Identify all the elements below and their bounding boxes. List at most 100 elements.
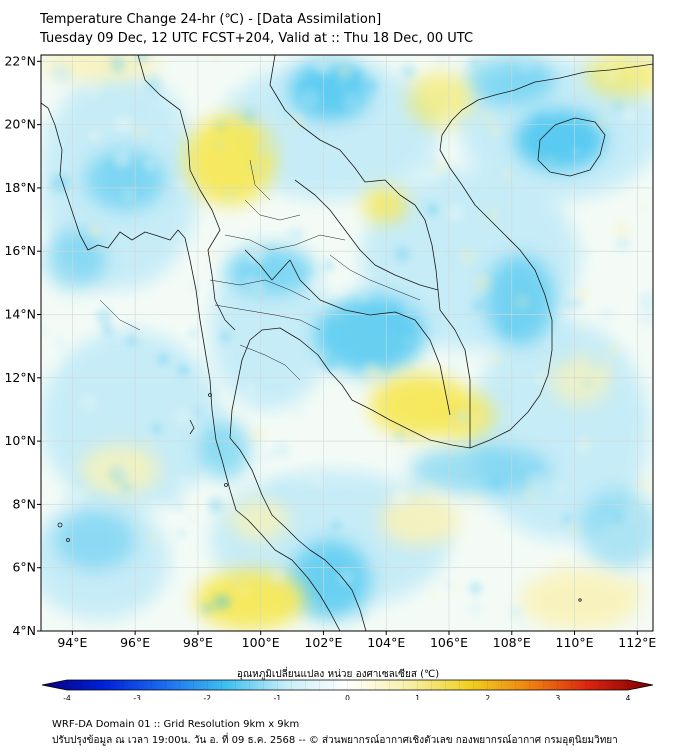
field-speckle	[426, 479, 435, 488]
field-speckle	[80, 393, 98, 412]
field-speckle	[244, 274, 259, 289]
field-speckle	[584, 378, 592, 386]
field-speckle	[489, 352, 503, 366]
field-speckle	[556, 337, 574, 355]
field-speckle	[420, 153, 440, 174]
field-speckle	[565, 298, 577, 310]
field-speckle	[535, 113, 546, 124]
map-title: Temperature Change 24-hr (℃) - [Data Ass…	[40, 12, 382, 27]
colorbar-tick-label: 3	[555, 694, 560, 700]
field-speckle	[250, 162, 261, 174]
field-speckle	[439, 164, 460, 185]
field-speckle	[273, 441, 291, 459]
latitude-label: 14°N	[4, 307, 36, 322]
field-speckle	[341, 91, 361, 110]
field-speckle	[450, 363, 460, 373]
latitude-label: 4°N	[12, 623, 36, 638]
field-speckle	[211, 405, 226, 419]
field-speckle	[365, 79, 378, 92]
field-speckle	[52, 335, 65, 348]
field-speckle	[623, 109, 637, 122]
field-speckle	[307, 275, 325, 294]
field-speckle	[254, 137, 274, 158]
longitude-label: 104°E	[367, 635, 405, 650]
field-speckle	[401, 63, 417, 79]
field-speckle	[524, 475, 532, 483]
latitude-label: 20°N	[4, 117, 36, 132]
field-speckle	[457, 247, 477, 266]
field-speckle	[132, 102, 147, 117]
field-speckle	[121, 482, 132, 494]
field-speckle	[410, 478, 426, 494]
field-speckle	[523, 486, 541, 504]
field-speckle	[95, 128, 102, 136]
field-speckle	[189, 329, 197, 337]
field-speckle	[519, 622, 527, 630]
field-speckle	[252, 235, 261, 244]
colorbar-tick-label: 2	[485, 694, 490, 700]
latitude-label: 16°N	[4, 243, 36, 258]
field-speckle	[612, 101, 624, 112]
field-speckle	[469, 582, 482, 595]
field-speckle	[402, 302, 414, 314]
temperature-field	[41, 55, 653, 631]
longitude-axis: 94°E 96°E 98°E 100°E 102°E 104°E 106°E 108°E 110…	[57, 631, 656, 650]
field-speckle	[626, 55, 638, 66]
field-speckle	[143, 75, 162, 95]
field-speckle	[196, 206, 206, 216]
field-speckle	[360, 294, 369, 302]
field-speckle	[267, 100, 281, 114]
field-speckle	[41, 325, 49, 337]
field-speckle	[606, 488, 619, 501]
field-speckle	[441, 94, 448, 101]
field-speckle	[385, 158, 393, 166]
field-speckle	[143, 438, 154, 449]
field-speckle	[364, 364, 384, 384]
colorbar-ticks: -4 -3 -2 -1 0 1 2 3 4	[63, 680, 631, 700]
longitude-label: 110°E	[556, 635, 594, 650]
field-speckle	[508, 605, 523, 620]
field-speckle	[126, 335, 137, 346]
credit-line: ปรับปรุงข้อมูล ณ เวลา 19:00น. วัน อ. ที่…	[52, 735, 618, 746]
field-speckle	[232, 578, 242, 587]
field-speckle	[331, 56, 341, 65]
field-speckle	[437, 107, 458, 128]
field-speckle	[89, 293, 96, 300]
field-speckle	[579, 248, 590, 259]
field-speckle	[518, 55, 535, 73]
field-speckle	[114, 114, 132, 133]
field-speckle	[134, 55, 150, 63]
field-speckle	[500, 169, 512, 181]
colorbar-tick-label: -3	[133, 694, 141, 700]
field-speckle	[638, 308, 653, 327]
field-speckle	[410, 118, 420, 129]
field-speckle	[215, 140, 224, 149]
field-speckle	[269, 569, 286, 585]
field-speckle	[506, 392, 515, 401]
field-speckle	[45, 355, 63, 374]
latitude-label: 12°N	[4, 370, 36, 385]
field-speckle	[370, 561, 380, 571]
field-speckle	[263, 450, 276, 463]
field-speckle	[158, 353, 169, 365]
field-speckle	[246, 245, 267, 265]
field-speckle	[336, 316, 343, 323]
field-speckle	[547, 155, 556, 164]
field-speckle	[455, 113, 472, 131]
field-speckle	[602, 65, 620, 84]
field-speckle	[311, 475, 323, 486]
field-speckle	[223, 188, 237, 202]
field-speckle	[393, 488, 410, 505]
colorbar-tick-label: 0	[345, 694, 350, 700]
field-speckle	[472, 301, 483, 312]
field-speckle	[89, 224, 101, 237]
field-speckle	[481, 287, 491, 297]
field-speckle	[561, 321, 579, 339]
field-speckle	[375, 63, 386, 75]
field-speckle	[54, 65, 74, 86]
field-speckle	[238, 584, 251, 596]
longitude-label: 102°E	[304, 635, 342, 650]
latitude-label: 22°N	[4, 53, 36, 68]
field-speckle	[145, 160, 155, 171]
field-speckle	[588, 355, 606, 373]
